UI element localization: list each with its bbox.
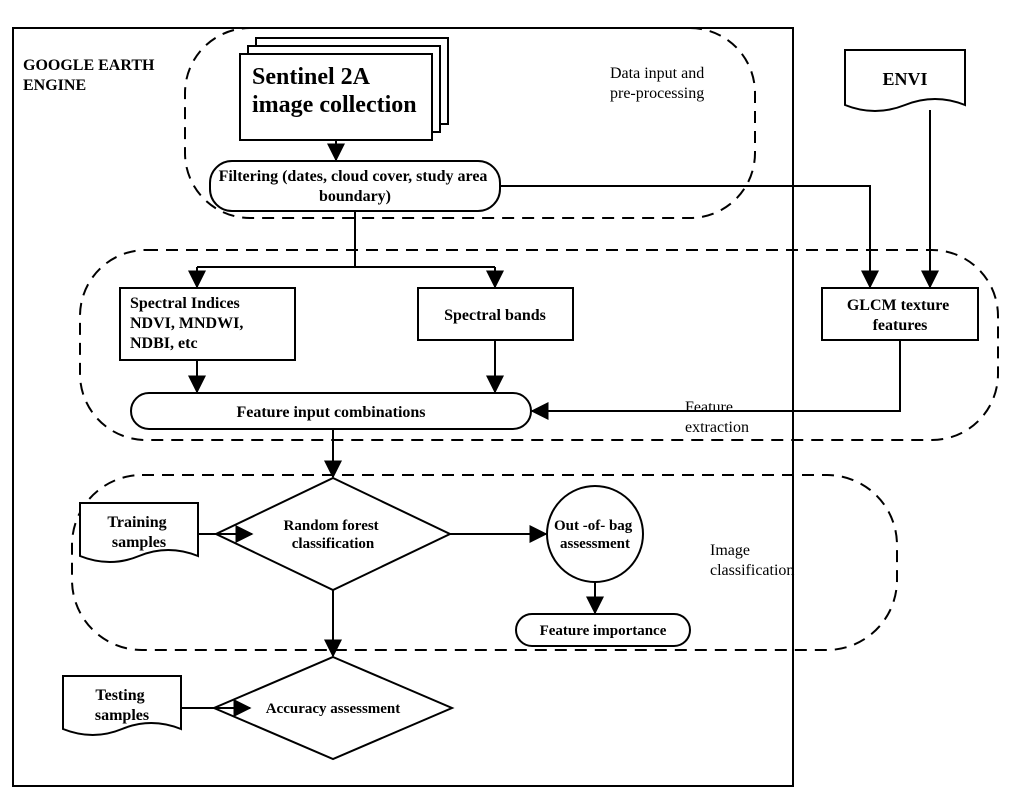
- test-node: Testing samples: [63, 676, 181, 735]
- svg-text:Accuracy assessment: Accuracy assessment: [266, 701, 401, 717]
- svg-text:ENVI: ENVI: [882, 69, 927, 89]
- train-node: Training samples: [80, 503, 198, 562]
- bands-node: Spectral bands: [418, 288, 573, 340]
- stage2-label: Feature extraction: [685, 399, 749, 436]
- stage1-label: Data input and pre-processing: [610, 65, 708, 102]
- flowchart: GOOGLE EARTH ENGINE Data input and pre-p…: [0, 0, 1011, 799]
- svg-text:Feature importance: Feature importance: [540, 623, 667, 639]
- glcm-node: GLCM texture features: [822, 288, 978, 340]
- stage3-label: Image classification: [710, 542, 794, 579]
- indices-node: Spectral Indices NDVI, MNDWI, NDBI, etc: [120, 288, 295, 360]
- sentinel-node: Sentinel 2A image collection: [240, 38, 448, 140]
- gee-label: GOOGLE EARTH ENGINE: [23, 57, 158, 94]
- filtering-node: Filtering (dates, cloud cover, study are…: [210, 161, 500, 211]
- svg-text:Spectral bands: Spectral bands: [444, 307, 546, 324]
- svg-text:Feature input combinations: Feature input combinations: [236, 404, 425, 421]
- oob-node: Out -of- bag assessment: [547, 486, 643, 582]
- combos-node: Feature input combinations: [131, 393, 531, 429]
- envi-node: ENVI: [845, 50, 965, 111]
- featimp-node: Feature importance: [516, 614, 690, 646]
